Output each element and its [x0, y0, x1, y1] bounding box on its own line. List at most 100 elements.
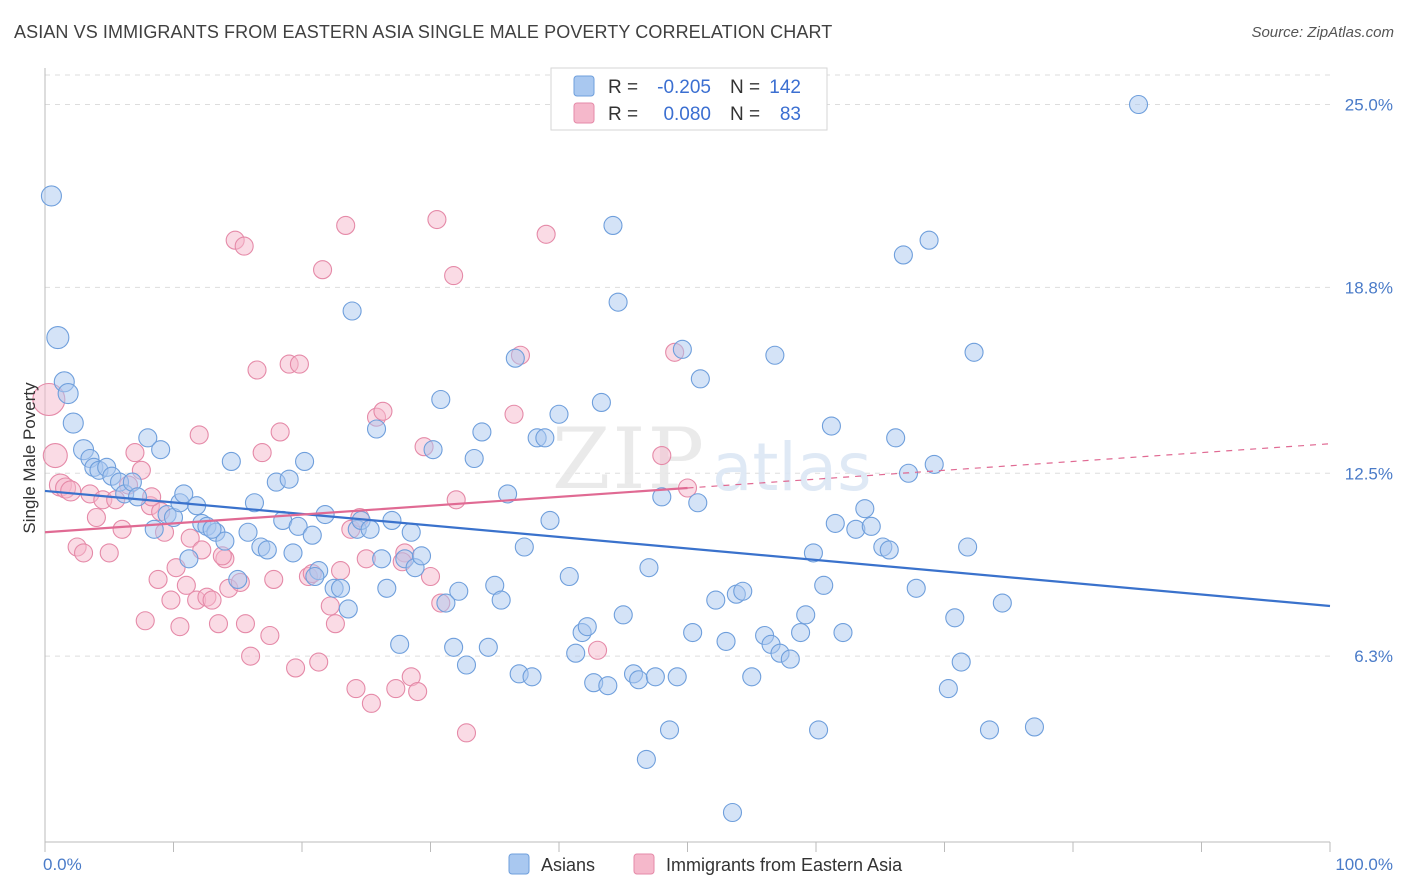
immigrants-point [252, 443, 272, 463]
asians-point [549, 404, 569, 424]
immigrants-point [234, 236, 254, 256]
immigrants-point [313, 260, 333, 280]
legend-r-label-immigrants: R = [608, 104, 638, 125]
asians-point [690, 369, 710, 389]
y-tick-label-25-0: 25.0% [1345, 96, 1393, 115]
immigrants-point [235, 614, 256, 634]
chart-source: Source: ZipAtlas.com [1251, 24, 1394, 41]
asians-point [436, 593, 456, 613]
watermark-atlas: atlas [712, 429, 872, 506]
legend-n-label-asians: N = [730, 77, 760, 98]
immigrants-point [241, 646, 261, 666]
bottom-legend-swatch-immigrants [633, 853, 655, 875]
asians-point [423, 440, 443, 460]
asians-point [401, 522, 421, 542]
asians-point [964, 342, 984, 362]
asians-point [456, 655, 477, 675]
asians-point [603, 215, 623, 235]
asians-point [478, 637, 498, 657]
asians-point [390, 634, 410, 654]
y-axis-label: Single Male Poverty [20, 382, 39, 534]
immigrants-point [386, 679, 406, 699]
asians-point [652, 487, 672, 507]
asians-point [613, 605, 633, 625]
y-tick-label-18-8: 18.8% [1345, 278, 1393, 297]
asians-point [372, 549, 392, 569]
asians-point [46, 325, 70, 350]
asians-point [57, 383, 79, 405]
asians-point [360, 519, 380, 539]
immigrants-point [427, 210, 447, 230]
legend-swatch-immigrants [573, 102, 595, 124]
asians-point [202, 519, 222, 539]
asians-point [951, 652, 971, 672]
immigrants-point [373, 401, 393, 421]
asians-point [366, 419, 387, 439]
immigrants-point [74, 543, 94, 563]
asians-point [906, 578, 926, 598]
asians-point [505, 348, 525, 368]
asians-point [716, 631, 736, 651]
legend-r-label-asians: R = [608, 77, 638, 98]
asians-point [127, 487, 148, 507]
asians-point [688, 493, 708, 513]
asians-point [62, 412, 84, 434]
asians-point [636, 749, 656, 769]
trend-lines [44, 443, 1331, 608]
asians-point [330, 578, 351, 598]
asians-point [514, 537, 534, 557]
immigrants-point [125, 443, 145, 463]
immigrants-point [330, 561, 351, 581]
asians-point [608, 292, 628, 312]
asians-point [945, 608, 965, 628]
immigrants-point [361, 693, 381, 713]
asians-point [722, 802, 743, 823]
immigrants-point [420, 566, 441, 587]
immigrants-point [456, 723, 477, 743]
asians-point [659, 720, 680, 740]
asians-point [559, 566, 579, 587]
asians-point [803, 543, 823, 563]
asians-point [683, 622, 703, 643]
asians-point [809, 720, 829, 740]
asians-point [733, 581, 753, 601]
legend-r-value-immigrants: 0.080 [663, 104, 711, 125]
immigrants-point [325, 614, 345, 634]
asians-point [886, 428, 906, 448]
immigrants-point [202, 590, 222, 610]
asians-point [338, 599, 358, 619]
immigrants-point [161, 590, 181, 610]
asians-point [577, 617, 597, 637]
x-tick-label-min: 0.0% [43, 855, 82, 874]
asians-point [821, 416, 841, 436]
immigrants-point [42, 442, 68, 469]
asians-point [924, 454, 944, 474]
asians-point [938, 679, 958, 699]
asians-point [979, 720, 1000, 740]
asians-point [855, 499, 875, 519]
asians-point [598, 676, 618, 696]
asians-point [540, 510, 560, 531]
immigrants-point [86, 507, 106, 528]
asians-point [444, 637, 464, 657]
asians-point [295, 451, 315, 472]
bottom-legend-swatch-asians [508, 853, 530, 875]
asians-point [535, 428, 555, 448]
immigrants-point [504, 404, 524, 424]
asians-point [825, 513, 845, 533]
immigrants-point [346, 679, 366, 699]
asians-point [215, 531, 235, 551]
x-tick-label-max: 100.0% [1335, 855, 1393, 874]
asians-point [431, 389, 451, 410]
asians-point [1024, 717, 1044, 737]
asians-point [742, 667, 762, 687]
asians-point [464, 448, 484, 469]
asians-point [893, 245, 913, 265]
asians-point [244, 493, 265, 513]
immigrants-point [309, 652, 329, 672]
grid-lines [45, 74, 1330, 657]
asians-point [879, 540, 899, 560]
asians-point [1128, 94, 1149, 115]
legend-n-value-asians: 142 [769, 77, 801, 98]
